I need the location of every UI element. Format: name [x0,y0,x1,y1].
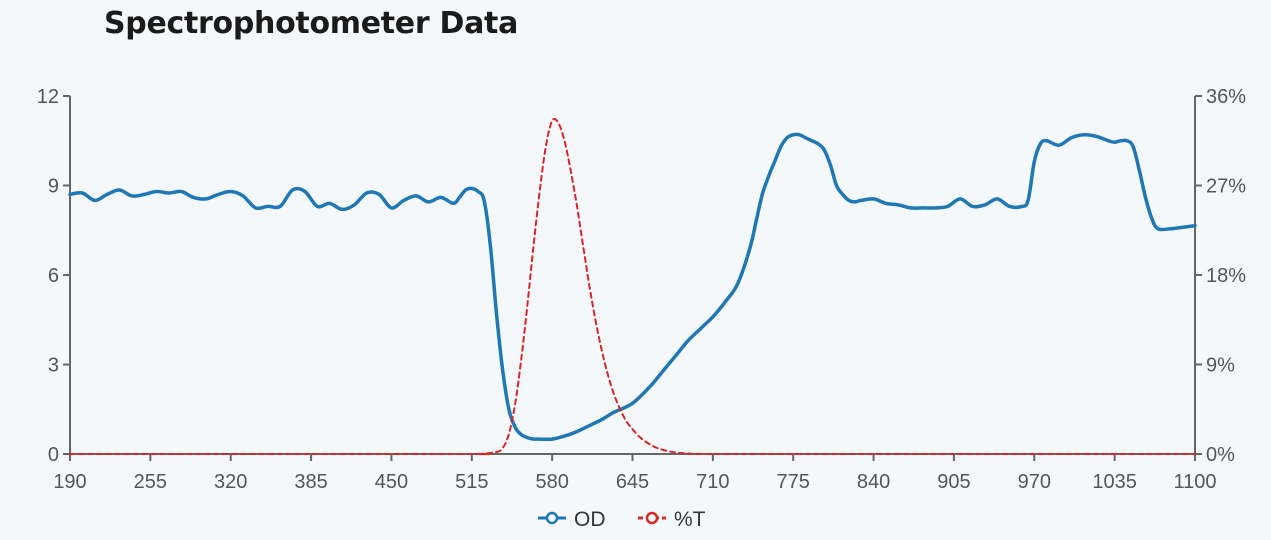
y-tick-label: 6 [48,265,59,287]
x-tick-label: 710 [696,471,729,493]
y2-tick-label: 9% [1206,355,1235,377]
legend-label-transmittance: %T [674,508,706,531]
x-tick-label: 1100 [1173,471,1216,493]
x-tick-label: 320 [214,471,247,493]
y2-tick-label: 0% [1206,444,1235,466]
x-tick-label: 450 [375,471,408,493]
series-line-transmittance [69,117,1196,456]
y-tick-label: 12 [37,86,59,108]
x-tick-label: 255 [134,471,167,493]
y-tick-label: 9 [48,176,59,198]
x-tick-label: 970 [1018,471,1051,493]
plot-area [68,117,1197,456]
axes-group: 190 255 320 385 450 515 580 645 710 775 840 905 970 1… [37,86,1246,493]
x-tick-label: 840 [857,471,890,493]
legend-swatch-marker-od [545,511,559,525]
x-tick-label: 905 [937,471,970,493]
y2-tick-label: 18% [1206,265,1246,287]
legend-swatch-marker-transmittance [645,511,659,525]
x-tick-label: 385 [294,471,327,493]
x-tick-label: 645 [616,471,649,493]
legend: OD %T [538,508,706,531]
x-tick-label: 1035 [1092,471,1137,493]
x-tick-label: 515 [455,471,488,493]
x-tick-label: 190 [53,471,86,493]
x-tick-label: 580 [535,471,568,493]
y2-tick-label: 36% [1206,86,1246,108]
series-line-od [68,132,1197,442]
y-tick-label: 3 [48,355,59,377]
x-tick-label: 775 [777,471,810,493]
chart-title: Spectrophotometer Data [104,6,519,41]
y-tick-label: 0 [48,444,59,466]
y2-tick-label: 27% [1206,176,1246,198]
legend-label-od: OD [574,508,606,531]
